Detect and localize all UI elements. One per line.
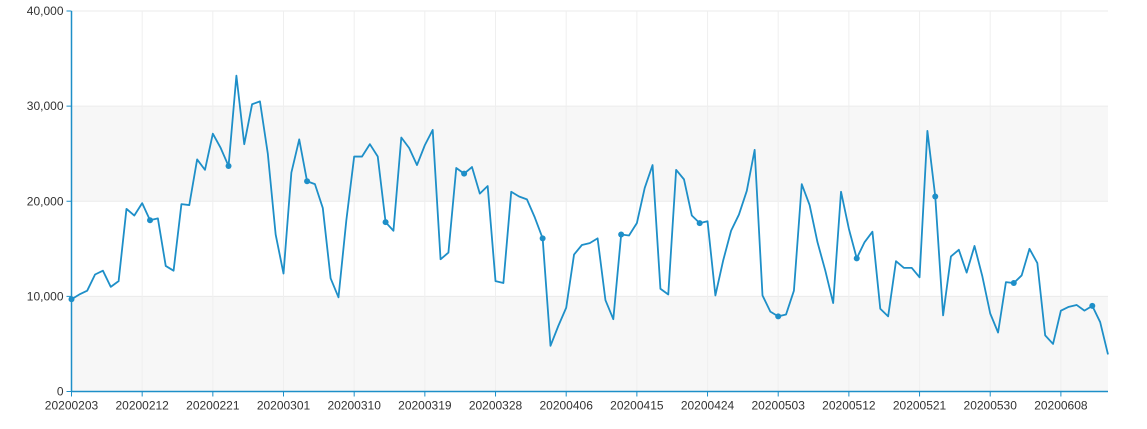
x-tick-label: 20200503	[752, 399, 806, 413]
data-point	[853, 255, 860, 262]
x-tick-label: 20200406	[539, 399, 593, 413]
data-point	[147, 217, 154, 224]
data-point	[618, 231, 625, 238]
x-tick-label: 20200415	[610, 399, 664, 413]
y-axis-ticks: 0 10,000 20,000 30,000 40,000	[27, 4, 72, 399]
data-point	[382, 219, 389, 226]
data-point	[696, 220, 703, 227]
data-point	[1010, 280, 1017, 287]
series-points	[68, 163, 1096, 320]
x-tick-label: 20200521	[893, 399, 947, 413]
data-point	[539, 235, 546, 242]
x-tick-label: 20200530	[964, 399, 1018, 413]
x-tick-label: 20200319	[398, 399, 452, 413]
data-point	[225, 163, 232, 170]
x-tick-label: 20200608	[1034, 399, 1088, 413]
background-band	[71, 201, 1108, 297]
x-tick-label: 20200328	[469, 399, 523, 413]
data-point	[1089, 302, 1096, 309]
y-tick-label: 30,000	[27, 99, 64, 113]
background-band	[71, 106, 1108, 202]
data-point	[68, 296, 75, 303]
background-bands	[71, 11, 1108, 392]
background-band	[71, 11, 1108, 107]
axes	[70, 11, 1108, 393]
x-axis-ticks: 20200203 20200212 20200221 20200301 20200310…	[45, 391, 1088, 413]
x-tick-label: 20200424	[681, 399, 735, 413]
y-tick-label: 40,000	[27, 4, 64, 18]
x-tick-label: 20200512	[822, 399, 876, 413]
data-point	[775, 313, 782, 320]
x-tick-label: 20200221	[186, 399, 240, 413]
y-tick-label: 20,000	[27, 194, 64, 208]
data-point	[304, 178, 311, 185]
x-tick-label: 20200310	[327, 399, 381, 413]
data-point	[461, 170, 468, 177]
data-point	[932, 193, 939, 200]
x-tick-label: 20200301	[257, 399, 311, 413]
x-tick-label: 20200203	[45, 399, 99, 413]
y-tick-label: 10,000	[27, 289, 64, 303]
x-tick-label: 20200212	[115, 399, 169, 413]
background-band	[71, 296, 1108, 392]
y-tick-label: 0	[57, 385, 64, 399]
